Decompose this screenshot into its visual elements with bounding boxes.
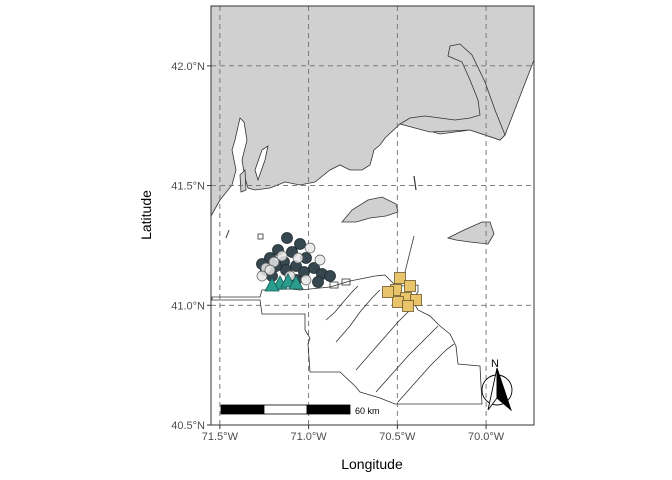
island-narragansett-1: [239, 169, 247, 193]
survey-points-light: [256, 242, 326, 286]
north-arrow-right: [496, 367, 512, 412]
scale-bar-segment-3: [306, 404, 351, 415]
survey-point-light: [276, 250, 288, 262]
scale-bar: 60 km: [220, 404, 380, 416]
y-axis-title: Latitude: [138, 190, 154, 240]
island-narragansett-2: [254, 145, 269, 182]
x-tick-label: 70.5°W: [379, 431, 416, 443]
x-axis: 71.5°W 71.0°W 70.5°W 70.0°W: [202, 425, 505, 443]
survey-point-dark: [281, 232, 293, 244]
survey-point-dark: [312, 276, 324, 288]
survey-points-square: [382, 272, 422, 312]
survey-point-square: [404, 280, 416, 292]
y-tick-label: 41.0°N: [171, 300, 205, 312]
survey-point-square: [394, 272, 406, 284]
survey-point-light: [292, 252, 304, 264]
survey-point-light: [264, 264, 276, 276]
survey-point-dark: [324, 270, 336, 282]
grid-lines: [211, 6, 534, 426]
lease-area-outlines: [211, 233, 483, 405]
survey-point-light: [304, 242, 316, 254]
x-axis-title: Longitude: [341, 456, 403, 472]
scale-bar-label: 60 km: [355, 406, 380, 416]
scale-bar-segment-1: [220, 404, 265, 415]
small-island: [413, 175, 417, 191]
survey-points-triangle: [264, 273, 304, 292]
survey-point-square: [382, 286, 394, 298]
survey-point-light: [300, 274, 312, 286]
survey-point-dark: [308, 262, 320, 274]
survey-point-triangle: [264, 277, 280, 292]
survey-point-dark: [294, 238, 306, 250]
survey-point-light: [314, 254, 326, 266]
survey-point-light: [256, 270, 268, 282]
panel-border: [210, 5, 535, 426]
x-tick-label: 70.0°W: [468, 431, 505, 443]
x-tick-label: 71.0°W: [291, 431, 328, 443]
y-axis: 42.0°N 41.5°N 41.0°N 40.5°N: [171, 61, 211, 432]
nantucket: [446, 221, 495, 245]
north-arrow-label: N: [491, 358, 499, 370]
y-tick-label: 40.5°N: [171, 420, 205, 432]
survey-point-square: [402, 300, 414, 312]
survey-point-triangle: [288, 275, 304, 290]
survey-point-square: [392, 296, 404, 308]
north-arrow: N: [481, 358, 513, 412]
scale-bar-segment-2: [263, 404, 308, 415]
y-tick-label: 42.0°N: [171, 61, 205, 73]
y-tick-label: 41.5°N: [171, 181, 205, 193]
cape-cod-arm: [398, 43, 506, 141]
survey-point-square: [410, 294, 422, 306]
small-island-2: [225, 229, 230, 239]
x-tick-label: 71.5°W: [202, 431, 239, 443]
